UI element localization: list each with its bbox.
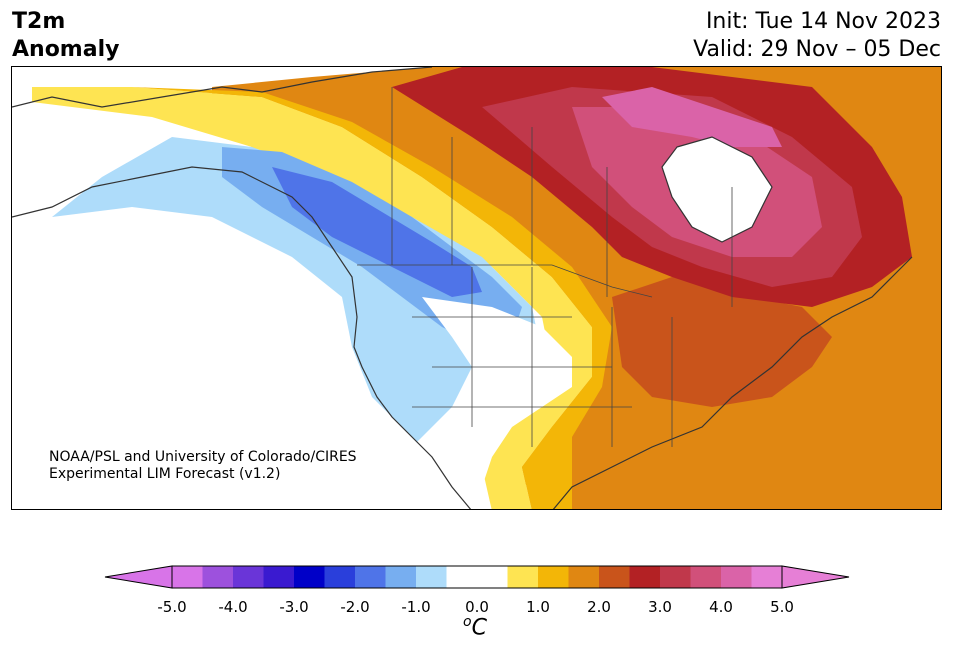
colorbar-segment bbox=[660, 566, 691, 588]
colorbar-segment bbox=[202, 566, 234, 588]
colorbar-tick-label: 0.0 bbox=[465, 598, 489, 616]
colorbar-unit: oC bbox=[463, 614, 487, 640]
colorbar-segment bbox=[629, 566, 661, 588]
anomaly-band-lightblue bbox=[52, 137, 542, 467]
colorbar-segment bbox=[477, 566, 508, 588]
anomaly-band-magenta bbox=[602, 87, 782, 147]
hudson-bay bbox=[662, 137, 772, 242]
colorbar-tick-label: 5.0 bbox=[770, 598, 794, 616]
colorbar-under-arrow bbox=[104, 565, 173, 589]
colorbar-tick-label: -5.0 bbox=[157, 598, 187, 616]
colorbar-tick-label: 1.0 bbox=[526, 598, 550, 616]
colorbar-over-arrow bbox=[781, 565, 850, 589]
colorbar-segment bbox=[172, 566, 203, 588]
map-canvas bbox=[12, 67, 941, 509]
colorbar-segment bbox=[416, 566, 447, 588]
colorbar-outline bbox=[171, 565, 783, 589]
colorbar-tick-label: 2.0 bbox=[587, 598, 611, 616]
colorbar-segment bbox=[599, 566, 630, 588]
colorbar-tick-label: 4.0 bbox=[709, 598, 733, 616]
political-borders bbox=[357, 87, 733, 447]
colorbar-segment bbox=[446, 566, 478, 588]
unit-degree: o bbox=[463, 614, 472, 630]
colorbar-tick-label: -4.0 bbox=[218, 598, 248, 616]
anomaly-band-medblue bbox=[272, 167, 482, 297]
init-date: Init: Tue 14 Nov 2023 bbox=[705, 9, 941, 34]
anomaly-band-darkorange bbox=[612, 277, 832, 407]
colorbar-tick-label: 3.0 bbox=[648, 598, 672, 616]
colorbar-segment bbox=[690, 566, 722, 588]
credit-line-1: NOAA/PSL and University of Colorado/CIRE… bbox=[49, 449, 357, 465]
title-anomaly: Anomaly bbox=[12, 37, 120, 62]
title-variable: T2m bbox=[12, 9, 66, 34]
colorbar-segment bbox=[324, 566, 356, 588]
colorbar-segment bbox=[507, 566, 539, 588]
colorbar-segment bbox=[294, 566, 325, 588]
credit-line-2: Experimental LIM Forecast (v1.2) bbox=[49, 466, 281, 482]
anomaly-map: NOAA/PSL and University of Colorado/CIRE… bbox=[11, 66, 942, 510]
colorbar-tick-label: -1.0 bbox=[401, 598, 431, 616]
colorbar-segment bbox=[538, 566, 569, 588]
colorbar-segment bbox=[721, 566, 752, 588]
colorbar-segment bbox=[385, 566, 417, 588]
unit-label: C bbox=[471, 615, 487, 641]
valid-range: Valid: 29 Nov – 05 Dec bbox=[693, 37, 941, 62]
coastlines bbox=[12, 67, 913, 509]
map-title: T2m Anomaly bbox=[12, 8, 119, 64]
anomaly-band-gold bbox=[132, 87, 612, 509]
colorbar bbox=[104, 565, 850, 589]
colorbar-segment bbox=[355, 566, 386, 588]
credit-text: NOAA/PSL and University of Colorado/CIRE… bbox=[49, 449, 357, 483]
colorbar-segment bbox=[568, 566, 600, 588]
colorbar-segment bbox=[751, 566, 783, 588]
colorbar-tick-label: -3.0 bbox=[279, 598, 309, 616]
colorbar-segment bbox=[263, 566, 295, 588]
forecast-dates: Init: Tue 14 Nov 2023 Valid: 29 Nov – 05… bbox=[693, 8, 941, 64]
colorbar-segment bbox=[233, 566, 264, 588]
colorbar-tick-label: -2.0 bbox=[340, 598, 370, 616]
